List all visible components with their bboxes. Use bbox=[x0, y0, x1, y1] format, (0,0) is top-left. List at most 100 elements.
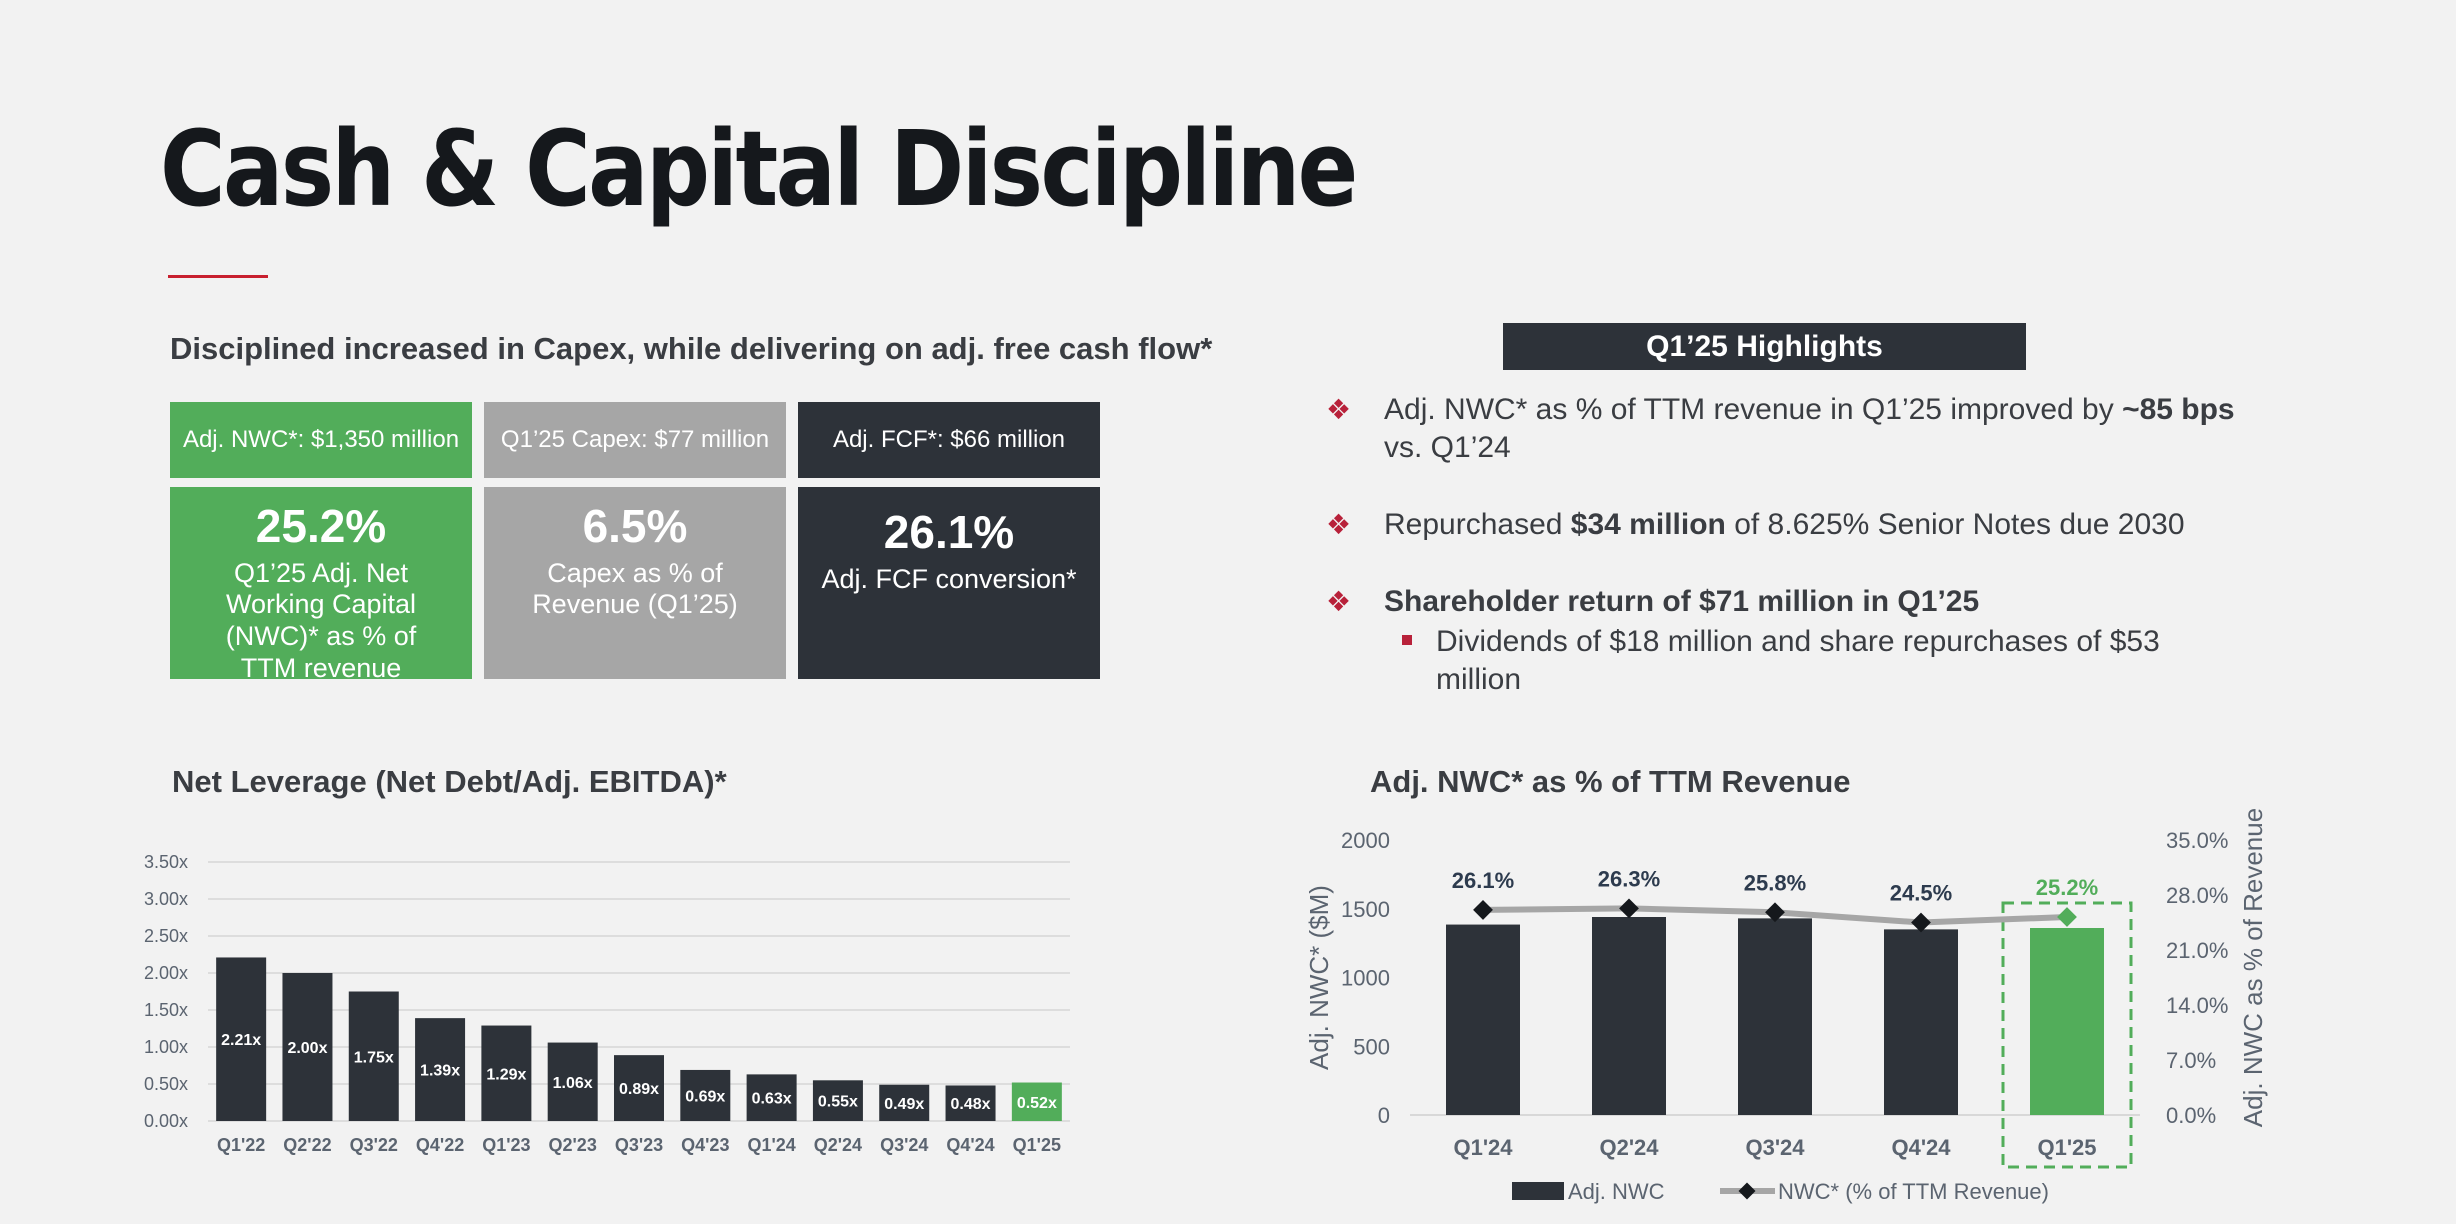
leverage-x-tick: Q1'25 bbox=[1013, 1135, 1061, 1155]
highlights-banner: Q1’25 Highlights bbox=[1503, 323, 2026, 370]
leverage-x-tick: Q3'24 bbox=[880, 1135, 928, 1155]
leverage-bar bbox=[415, 1018, 466, 1121]
nwc-x-tick: Q3'24 bbox=[1745, 1135, 1805, 1160]
nwc-y2-tick: 14.0% bbox=[2166, 993, 2228, 1018]
leverage-bar bbox=[879, 1084, 930, 1121]
leverage-x-tick: Q2'23 bbox=[549, 1135, 597, 1155]
leverage-bar bbox=[680, 1069, 731, 1121]
nwc-line-point bbox=[1473, 900, 1493, 920]
leverage-x-tick: Q2'22 bbox=[283, 1135, 331, 1155]
nwc-line-point bbox=[1911, 912, 1931, 933]
nwc-y2-tick: 35.0% bbox=[2166, 828, 2228, 853]
leverage-bar bbox=[547, 1042, 598, 1121]
highlight-bullet-nwc: ❖ Adj. NWC* as % of TTM revenue in Q1’25… bbox=[1326, 393, 2235, 464]
nwc-y-tick: 1500 bbox=[1341, 897, 1390, 922]
kpi-capex-description: Capex as % of Revenue (Q1’25) bbox=[532, 557, 738, 620]
nwc-bar bbox=[2030, 928, 2104, 1115]
leverage-data-label: 0.52x bbox=[1017, 1095, 1057, 1112]
leverage-bar bbox=[746, 1074, 797, 1121]
capex-heading: Disciplined increased in Capex, while de… bbox=[170, 331, 1213, 366]
leverage-bar bbox=[348, 991, 399, 1121]
leverage-data-label: 0.69x bbox=[685, 1088, 725, 1105]
leverage-bar bbox=[216, 957, 267, 1121]
leverage-y-tick: 3.00x bbox=[144, 889, 188, 909]
nwc-line-label: 26.1% bbox=[1452, 868, 1514, 893]
leverage-data-label: 2.00x bbox=[287, 1040, 327, 1057]
bullet-diamond-icon: ❖ bbox=[1326, 509, 1352, 540]
nwc-y2-tick: 7.0% bbox=[2166, 1048, 2216, 1073]
nwc-y-tick: 0 bbox=[1378, 1103, 1390, 1128]
nwc-highlight-box bbox=[2001, 901, 2133, 1169]
leverage-x-tick: Q4'22 bbox=[416, 1135, 464, 1155]
kpi-nwc-box: 25.2% Q1’25 Adj. Net Working Capital (NW… bbox=[170, 487, 472, 683]
leverage-bar bbox=[1011, 1082, 1062, 1121]
kpi-capex-header: Q1’25 Capex: $77 million bbox=[484, 402, 786, 478]
leverage-bar bbox=[945, 1085, 996, 1121]
leverage-data-label: 0.48x bbox=[951, 1096, 991, 1113]
leverage-y-tick: 1.00x bbox=[144, 1037, 188, 1057]
title-underline bbox=[168, 275, 268, 278]
kpi-fcf-header: Adj. FCF*: $66 million bbox=[798, 402, 1100, 478]
nwc-x-tick: Q4'24 bbox=[1891, 1135, 1951, 1160]
kpi-capex-value: 6.5% bbox=[582, 500, 688, 552]
nwc-y-tick: 500 bbox=[1353, 1034, 1390, 1059]
nwc-bar bbox=[1738, 918, 1812, 1115]
nwc-x-tick: Q2'24 bbox=[1599, 1135, 1659, 1160]
nwc-x-tick: Q1'25 bbox=[2037, 1135, 2096, 1160]
nwc-line-label: 24.5% bbox=[1890, 881, 1952, 906]
leverage-data-label: 0.89x bbox=[619, 1081, 659, 1098]
bullet-diamond-icon: ❖ bbox=[1326, 586, 1352, 617]
nwc-y2-axis-label: Adj. NWC as % of Revenue bbox=[2238, 808, 2268, 1127]
nwc-bar bbox=[1884, 929, 1958, 1115]
kpi-nwc-header: Adj. NWC*: $1,350 million bbox=[170, 402, 472, 478]
nwc-x-tick: Q1'24 bbox=[1453, 1135, 1513, 1160]
leverage-x-tick: Q2'24 bbox=[814, 1135, 862, 1155]
nwc-line-point bbox=[2057, 907, 2077, 927]
leverage-y-tick: 2.00x bbox=[144, 963, 188, 983]
highlight-bullet-shareholder: ❖ Shareholder return of $71 million in Q… bbox=[1326, 583, 2276, 621]
bullet-diamond-icon: ❖ bbox=[1326, 394, 1352, 425]
leverage-x-tick: Q4'23 bbox=[681, 1135, 729, 1155]
leverage-y-tick: 0.00x bbox=[144, 1111, 188, 1131]
nwc-line-label: 25.8% bbox=[1744, 870, 1806, 895]
leverage-x-tick: Q4'24 bbox=[946, 1135, 994, 1155]
legend-bar-label: Adj. NWC bbox=[1568, 1179, 1665, 1204]
kpi-nwc-description: Q1’25 Adj. Net Working Capital (NWC)* as… bbox=[225, 557, 417, 684]
leverage-data-label: 1.29x bbox=[486, 1066, 526, 1083]
leverage-data-label: 1.06x bbox=[553, 1075, 593, 1092]
nwc-y2-tick: 0.0% bbox=[2166, 1103, 2216, 1128]
leverage-data-label: 0.63x bbox=[752, 1091, 792, 1108]
kpi-fcf-value: 26.1% bbox=[883, 506, 1015, 558]
leverage-bar bbox=[481, 1025, 532, 1121]
leverage-data-label: 1.39x bbox=[420, 1063, 460, 1080]
leverage-data-label: 1.75x bbox=[354, 1049, 394, 1066]
nwc-line-label: 26.3% bbox=[1598, 866, 1660, 891]
nwc-chart-title: Adj. NWC* as % of TTM Revenue bbox=[1370, 764, 1851, 799]
nwc-y2-tick: 28.0% bbox=[2166, 883, 2228, 908]
leverage-data-label: 2.21x bbox=[221, 1032, 261, 1049]
highlight-bullet-notes: ❖ Repurchased $34 million of 8.625% Seni… bbox=[1326, 506, 2276, 544]
leverage-data-label: 0.49x bbox=[884, 1096, 924, 1113]
page-title: Cash & Capital Discipline bbox=[160, 108, 1358, 230]
legend-line-marker bbox=[1738, 1182, 1756, 1200]
leverage-x-tick: Q3'22 bbox=[350, 1135, 398, 1155]
leverage-x-tick: Q3'23 bbox=[615, 1135, 663, 1155]
kpi-capex-box: 6.5% Capex as % of Revenue (Q1’25) bbox=[484, 487, 786, 679]
leverage-x-tick: Q1'24 bbox=[747, 1135, 795, 1155]
nwc-bar bbox=[1592, 917, 1666, 1115]
legend-line-label: NWC* (% of TTM Revenue) bbox=[1778, 1179, 2049, 1204]
nwc-y-tick: 2000 bbox=[1341, 828, 1390, 853]
leverage-x-tick: Q1'23 bbox=[482, 1135, 530, 1155]
leverage-x-tick: Q1'22 bbox=[217, 1135, 265, 1155]
leverage-bar bbox=[282, 973, 333, 1121]
leverage-y-tick: 0.50x bbox=[144, 1074, 188, 1094]
nwc-line-point bbox=[1765, 902, 1785, 923]
leverage-bar bbox=[812, 1080, 863, 1121]
nwc-y-tick: 1000 bbox=[1341, 966, 1390, 991]
leverage-data-label: 0.55x bbox=[818, 1094, 858, 1111]
nwc-bar bbox=[1446, 924, 1520, 1115]
leverage-y-tick: 1.50x bbox=[144, 1000, 188, 1020]
leverage-bar bbox=[614, 1055, 664, 1121]
highlight-sub-bullet: Dividends of $18 million and share repur… bbox=[1402, 623, 2222, 699]
